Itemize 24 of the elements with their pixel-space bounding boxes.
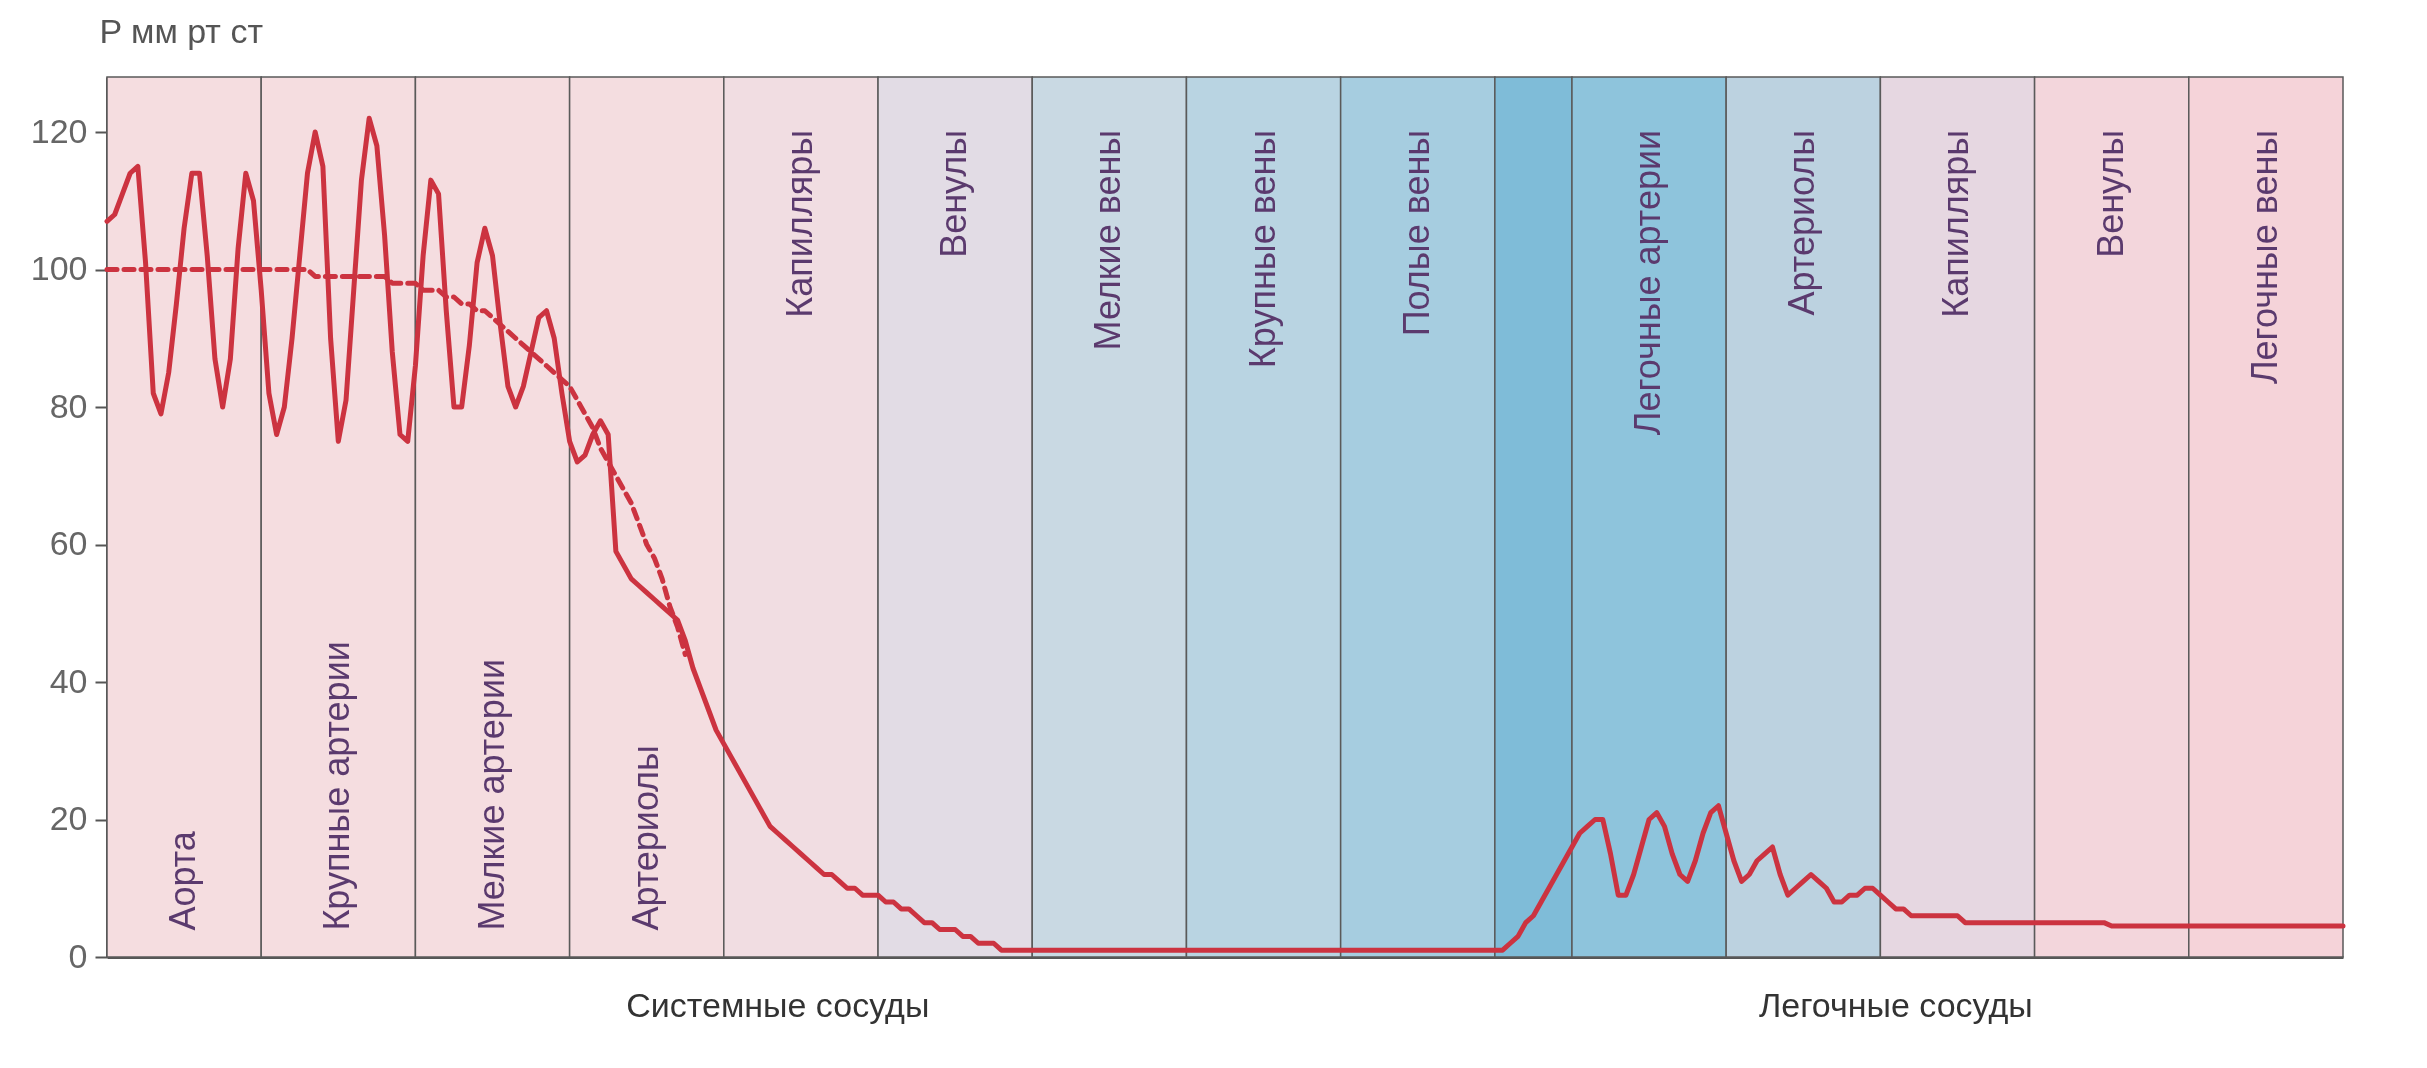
annotation: Капилляры	[1935, 129, 1977, 318]
y-tick-label: 120	[30, 111, 88, 150]
annotation: Крупные вены	[1241, 129, 1283, 369]
annotation: Артериолы	[624, 745, 666, 931]
annotation: Легочные вены	[2243, 129, 2285, 385]
annotation: Артериолы	[1781, 129, 1823, 316]
annotation: Крупные артерии	[316, 641, 358, 931]
y-tick-label: 40	[49, 661, 88, 700]
y-tick-label: 0	[68, 936, 88, 975]
annotation: Аорта	[162, 830, 204, 931]
y-tick-label: 100	[30, 249, 88, 287]
annotation: Легочные артерии	[1627, 129, 1669, 436]
annotation: Венулы	[933, 129, 975, 258]
annotation: Мелкие артерии	[470, 658, 512, 931]
annotation: Полые вены	[1395, 129, 1437, 337]
annotation: Капилляры	[778, 129, 820, 318]
annotation: Мелкие вены	[1087, 129, 1129, 351]
y-tick-label: 80	[49, 386, 88, 425]
text: Системные сосуды	[626, 986, 930, 1024]
text: Легочные сосуды	[1758, 986, 2033, 1024]
y-tick-label: 20	[49, 799, 88, 837]
y-axis-title: P мм рт ст	[99, 11, 263, 50]
annotation: Венулы	[2089, 129, 2131, 258]
y-tick-label: 60	[49, 524, 88, 562]
